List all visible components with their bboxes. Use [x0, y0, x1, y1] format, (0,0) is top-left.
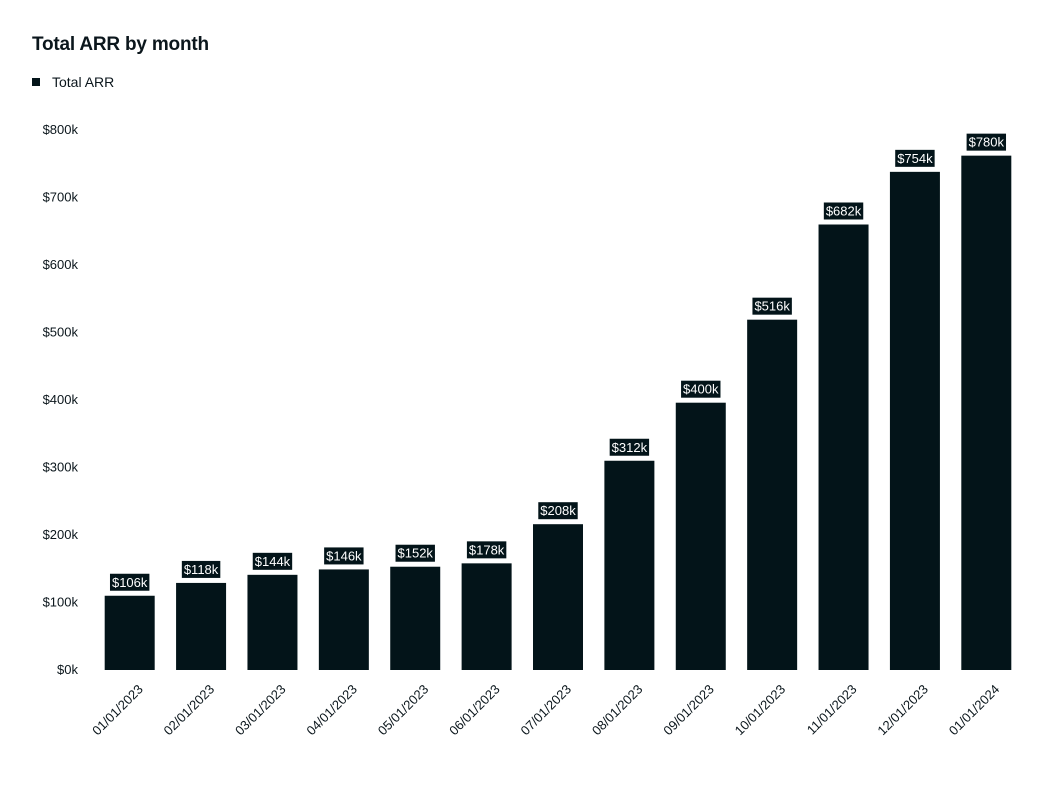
bar[interactable] [747, 319, 798, 670]
x-tick-label: 03/01/2023 [232, 682, 289, 739]
bar[interactable] [318, 569, 369, 670]
x-tick-label: 02/01/2023 [161, 682, 218, 739]
bar[interactable] [247, 574, 298, 670]
y-tick-label: $700k [43, 190, 79, 205]
data-label-text: $118k [184, 562, 219, 577]
bar[interactable] [176, 582, 227, 670]
legend: Total ARR [32, 74, 114, 90]
data-label-text: $682k [826, 204, 862, 219]
data-label: $780k [966, 133, 1007, 151]
data-label: $682k [823, 202, 864, 220]
y-tick-label: $800k [43, 122, 79, 137]
chart-title: Total ARR by month [32, 34, 209, 55]
data-label-text: $400k [683, 382, 719, 397]
y-tick-label: $500k [43, 325, 79, 340]
data-label-text: $754k [897, 151, 933, 166]
data-label-background [752, 297, 792, 315]
y-tick-label: $100k [43, 595, 79, 610]
bar[interactable] [961, 155, 1012, 670]
x-tick-label: 06/01/2023 [446, 682, 503, 739]
x-tick-label: 09/01/2023 [660, 682, 717, 739]
bar[interactable] [818, 224, 869, 671]
data-label-text: $208k [540, 503, 576, 518]
data-label: $144k [252, 552, 293, 570]
data-label-text: $516k [754, 299, 790, 314]
data-label-text: $106k [112, 575, 148, 590]
data-label: $754k [895, 149, 935, 167]
data-label: $400k [681, 380, 721, 398]
x-tick-label: 08/01/2023 [589, 682, 646, 739]
bar[interactable] [889, 171, 940, 670]
data-label-background [252, 552, 293, 570]
x-tick-label: 01/01/2024 [946, 682, 1003, 739]
data-label: $312k [609, 438, 650, 456]
x-tick-label: 04/01/2023 [303, 682, 360, 739]
legend-label: Total ARR [52, 74, 115, 90]
bar[interactable] [533, 524, 583, 670]
bar[interactable] [390, 566, 441, 670]
x-tick-label: 10/01/2023 [732, 682, 789, 739]
data-label-text: $146k [326, 548, 362, 563]
bar[interactable] [461, 563, 512, 670]
y-tick-label: $400k [43, 392, 79, 407]
data-label: $146k [324, 547, 364, 565]
data-label: $118k [181, 560, 221, 578]
data-label: $106k [109, 573, 150, 591]
data-label-background [823, 202, 864, 220]
data-label-background [466, 541, 507, 559]
data-label-background [609, 438, 650, 456]
data-label-background [681, 380, 721, 398]
y-tick-label: $600k [43, 257, 79, 272]
y-tick-label: $0k [57, 662, 78, 677]
legend-swatch [32, 78, 40, 86]
data-label-background [324, 547, 364, 565]
data-label-text: $152k [398, 546, 434, 561]
bar[interactable] [675, 402, 726, 670]
x-tick-label: 11/01/2023 [804, 682, 860, 738]
data-label-background [181, 560, 221, 578]
data-label-background [109, 573, 150, 591]
data-label-text: $144k [255, 554, 291, 569]
x-tick-label: 07/01/2023 [517, 682, 574, 739]
bar[interactable] [104, 595, 155, 670]
y-tick-label: $300k [43, 460, 79, 475]
data-label-background [538, 502, 578, 520]
data-label-text: $312k [612, 440, 648, 455]
bar[interactable] [604, 460, 655, 670]
data-label-text: $780k [969, 135, 1005, 150]
x-tick-label: 05/01/2023 [375, 682, 432, 739]
x-tick-label: 12/01/2023 [874, 682, 931, 739]
y-tick-label: $200k [43, 527, 79, 542]
data-label-background [895, 149, 935, 167]
data-label-background [395, 544, 435, 562]
data-label: $178k [466, 541, 507, 559]
data-label: $516k [752, 297, 792, 315]
data-label-background [966, 133, 1007, 151]
x-tick-label: 01/01/2023 [89, 682, 146, 739]
data-label: $208k [538, 502, 578, 520]
data-label: $152k [395, 544, 435, 562]
data-label-text: $178k [469, 542, 505, 557]
